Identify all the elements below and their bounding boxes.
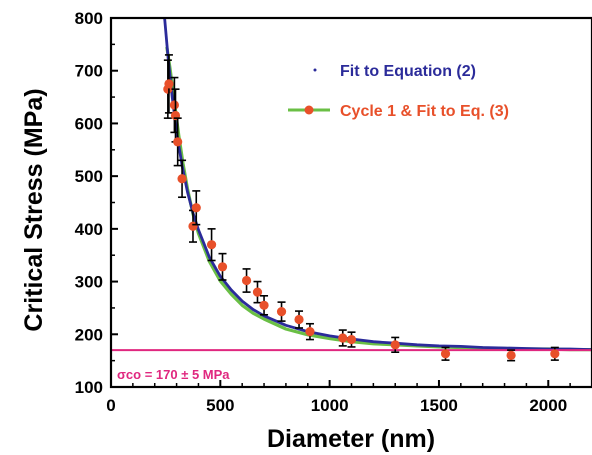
legend-marker-fit-eq2: [313, 68, 317, 72]
data-point: [164, 79, 174, 89]
data-point: [252, 287, 263, 297]
y-axis-title: Critical Stress (MPa): [20, 88, 48, 331]
data-points-layer: [163, 54, 560, 362]
data-point: [241, 275, 252, 286]
y-tick-label: 300: [75, 273, 103, 292]
axis-ticks: 0 500 1000 1500 2000 100 200 300 400 500 600 700 800: [75, 9, 571, 415]
data-point: [276, 307, 287, 317]
data-point: [440, 349, 451, 359]
y-tick-label: 800: [75, 9, 103, 28]
reference-value-text: = 170 ± 5 MPa: [141, 367, 230, 382]
data-point: [305, 327, 315, 337]
data-point: [506, 350, 516, 360]
data-point: [169, 100, 180, 110]
x-tick-label: 500: [206, 396, 234, 415]
legend-marker-cycle1: [304, 105, 314, 115]
data-point: [191, 203, 201, 213]
data-point: [173, 137, 183, 147]
data-point: [550, 349, 560, 359]
legend-label-fit-eq2: Fit to Equation (2): [340, 63, 476, 80]
data-point: [346, 334, 357, 345]
y-tick-label: 200: [75, 325, 103, 344]
data-point: [390, 340, 400, 350]
data-point: [294, 314, 304, 325]
legend: Fit to Equation (2) Cycle 1 & Fit to Eq.…: [288, 63, 509, 120]
x-tick-label: 2000: [529, 396, 567, 415]
data-point: [259, 300, 269, 310]
fit-equation-2-curve: [163, 18, 592, 351]
x-axis-title: Diameter (nm): [267, 425, 435, 453]
y-tick-label: 700: [75, 62, 103, 81]
y-tick-label: 100: [75, 378, 103, 397]
data-point: [338, 333, 348, 343]
y-tick-label: 500: [75, 167, 103, 186]
reference-annotation: σco = 170 ± 5 MPa: [117, 367, 230, 382]
x-tick-label: 0: [106, 396, 115, 415]
x-tick-label: 1000: [311, 396, 349, 415]
reference-symbol: σco: [117, 367, 141, 382]
y-tick-label: 400: [75, 220, 103, 239]
data-point: [217, 262, 228, 272]
y-tick-label: 600: [75, 114, 103, 133]
x-tick-label: 1500: [420, 396, 458, 415]
legend-label-cycle1: Cycle 1 & Fit to Eq. (3): [340, 103, 509, 120]
fit-equation-3-curve: [165, 46, 592, 352]
data-point: [206, 240, 217, 250]
data-point: [177, 174, 187, 184]
